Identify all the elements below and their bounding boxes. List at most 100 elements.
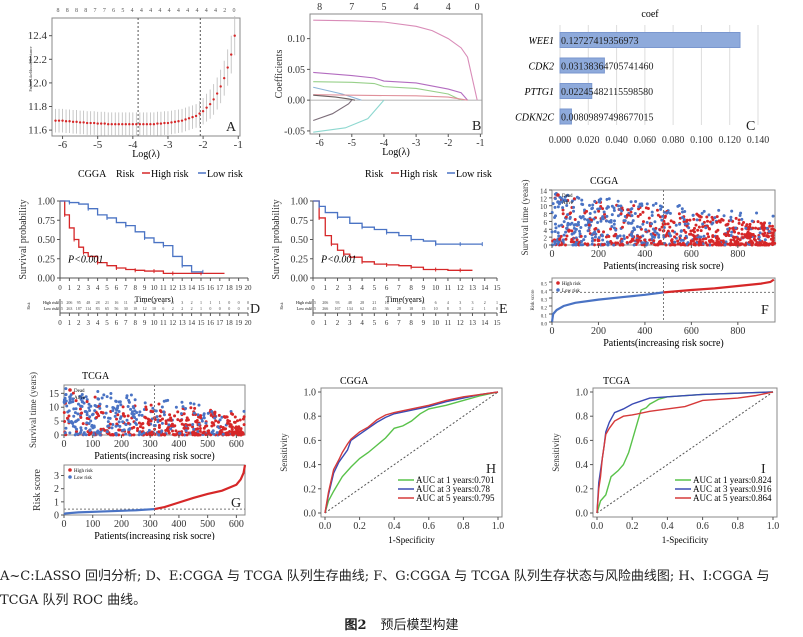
top-tick-label: 5	[381, 2, 386, 13]
dead-point	[121, 405, 125, 409]
dead-point	[648, 238, 652, 242]
alive-point	[581, 202, 585, 206]
alive-point	[566, 193, 570, 197]
alive-point	[105, 404, 109, 408]
top-tick-label: 4	[149, 8, 152, 14]
dead-point	[180, 433, 184, 437]
alive-point	[82, 433, 86, 437]
top-tick-label: 4	[186, 8, 189, 14]
alive-point	[192, 427, 196, 431]
risk-count: 62	[360, 306, 364, 311]
x-tick-label: 300	[143, 519, 158, 530]
alive-point	[162, 410, 166, 414]
risk-x-tick-label: 0	[58, 319, 62, 327]
dead-point	[176, 410, 180, 414]
x-tick-label: 9	[143, 284, 147, 292]
dead-point	[741, 236, 745, 240]
dead-point	[239, 430, 243, 434]
risk-x-tick-label: 12	[169, 319, 177, 327]
dead-point	[212, 423, 216, 427]
y-tick-label: 14	[540, 188, 548, 196]
alive-point	[581, 243, 585, 247]
alive-point	[596, 221, 600, 225]
alive-point	[609, 218, 613, 222]
dead-point	[663, 215, 667, 219]
deviance-point	[57, 119, 61, 122]
alive-point	[599, 219, 603, 223]
alive-point	[142, 431, 146, 435]
alive-point	[700, 211, 704, 215]
alive-point	[557, 234, 561, 238]
dead-point	[194, 427, 198, 431]
dead-point	[163, 433, 167, 437]
alive-point	[586, 229, 590, 233]
dead-point	[646, 207, 650, 211]
risk-count: 4	[447, 300, 449, 305]
alive-point	[220, 415, 224, 419]
alive-point	[630, 214, 634, 218]
alive-point	[578, 229, 582, 233]
alive-point	[563, 195, 567, 199]
x-tick-label: 5	[105, 284, 109, 292]
dead-point	[173, 414, 177, 418]
x-tick-label: 600	[229, 439, 244, 450]
alive-point	[133, 398, 137, 402]
dead-point	[228, 429, 232, 433]
alive-point	[632, 243, 636, 247]
dead-point	[242, 423, 246, 427]
dead-point	[706, 219, 710, 223]
risk-count: 48	[348, 300, 352, 305]
dead-point	[714, 230, 718, 234]
alive-point	[587, 226, 591, 230]
alive-point	[631, 229, 635, 233]
top-tick-label: 2	[223, 8, 226, 14]
alive-point	[196, 413, 200, 417]
panel-letter: C	[746, 119, 755, 134]
risk-x-tick-label: 14	[481, 319, 489, 327]
alive-point	[607, 197, 611, 201]
y-tick-label: 0.75	[38, 216, 56, 227]
dead-point	[101, 411, 105, 415]
dead-point	[753, 234, 757, 238]
dead-point	[593, 227, 597, 231]
deviance-point	[159, 122, 163, 125]
dead-point	[711, 235, 715, 239]
risk-count: 18	[409, 306, 413, 311]
alive-point	[558, 195, 562, 199]
dead-point	[681, 243, 685, 247]
alive-point	[109, 396, 113, 400]
y-tick-label: 0.2	[541, 307, 548, 312]
y-tick-label: 0.00	[288, 96, 306, 107]
chart-title: CGGA	[78, 169, 107, 180]
x-tick-label: -4	[380, 138, 388, 149]
dead-point	[126, 414, 130, 418]
alive-point	[765, 226, 769, 230]
alive-point	[582, 238, 586, 242]
risk-count: 1	[219, 300, 221, 305]
dead-point	[167, 418, 171, 422]
y-tick-label: 0.4	[576, 460, 589, 471]
coef-path-CDKN2C	[313, 94, 468, 101]
risk-x-tick-label: 2	[77, 319, 81, 327]
alive-point	[683, 209, 687, 213]
risk-count: 65	[105, 306, 109, 311]
alive-point	[653, 220, 657, 224]
dead-point	[241, 432, 245, 436]
alive-point	[76, 412, 80, 416]
alive-point	[740, 217, 744, 221]
panel-letter: G	[231, 496, 241, 511]
risk-count: 206	[66, 300, 72, 305]
dead-point	[649, 241, 653, 245]
dead-point	[714, 236, 718, 240]
legend-dot	[68, 388, 72, 392]
dead-point	[658, 239, 662, 243]
deviance-point	[82, 121, 85, 124]
risk-count: 93	[336, 300, 340, 305]
y-tick-label: 0.0	[541, 323, 548, 328]
dead-point	[85, 400, 89, 404]
x-tick-label: 200	[591, 326, 606, 337]
alive-point	[645, 202, 649, 206]
x-tick-label: 8	[409, 284, 413, 292]
dead-point	[771, 236, 775, 240]
